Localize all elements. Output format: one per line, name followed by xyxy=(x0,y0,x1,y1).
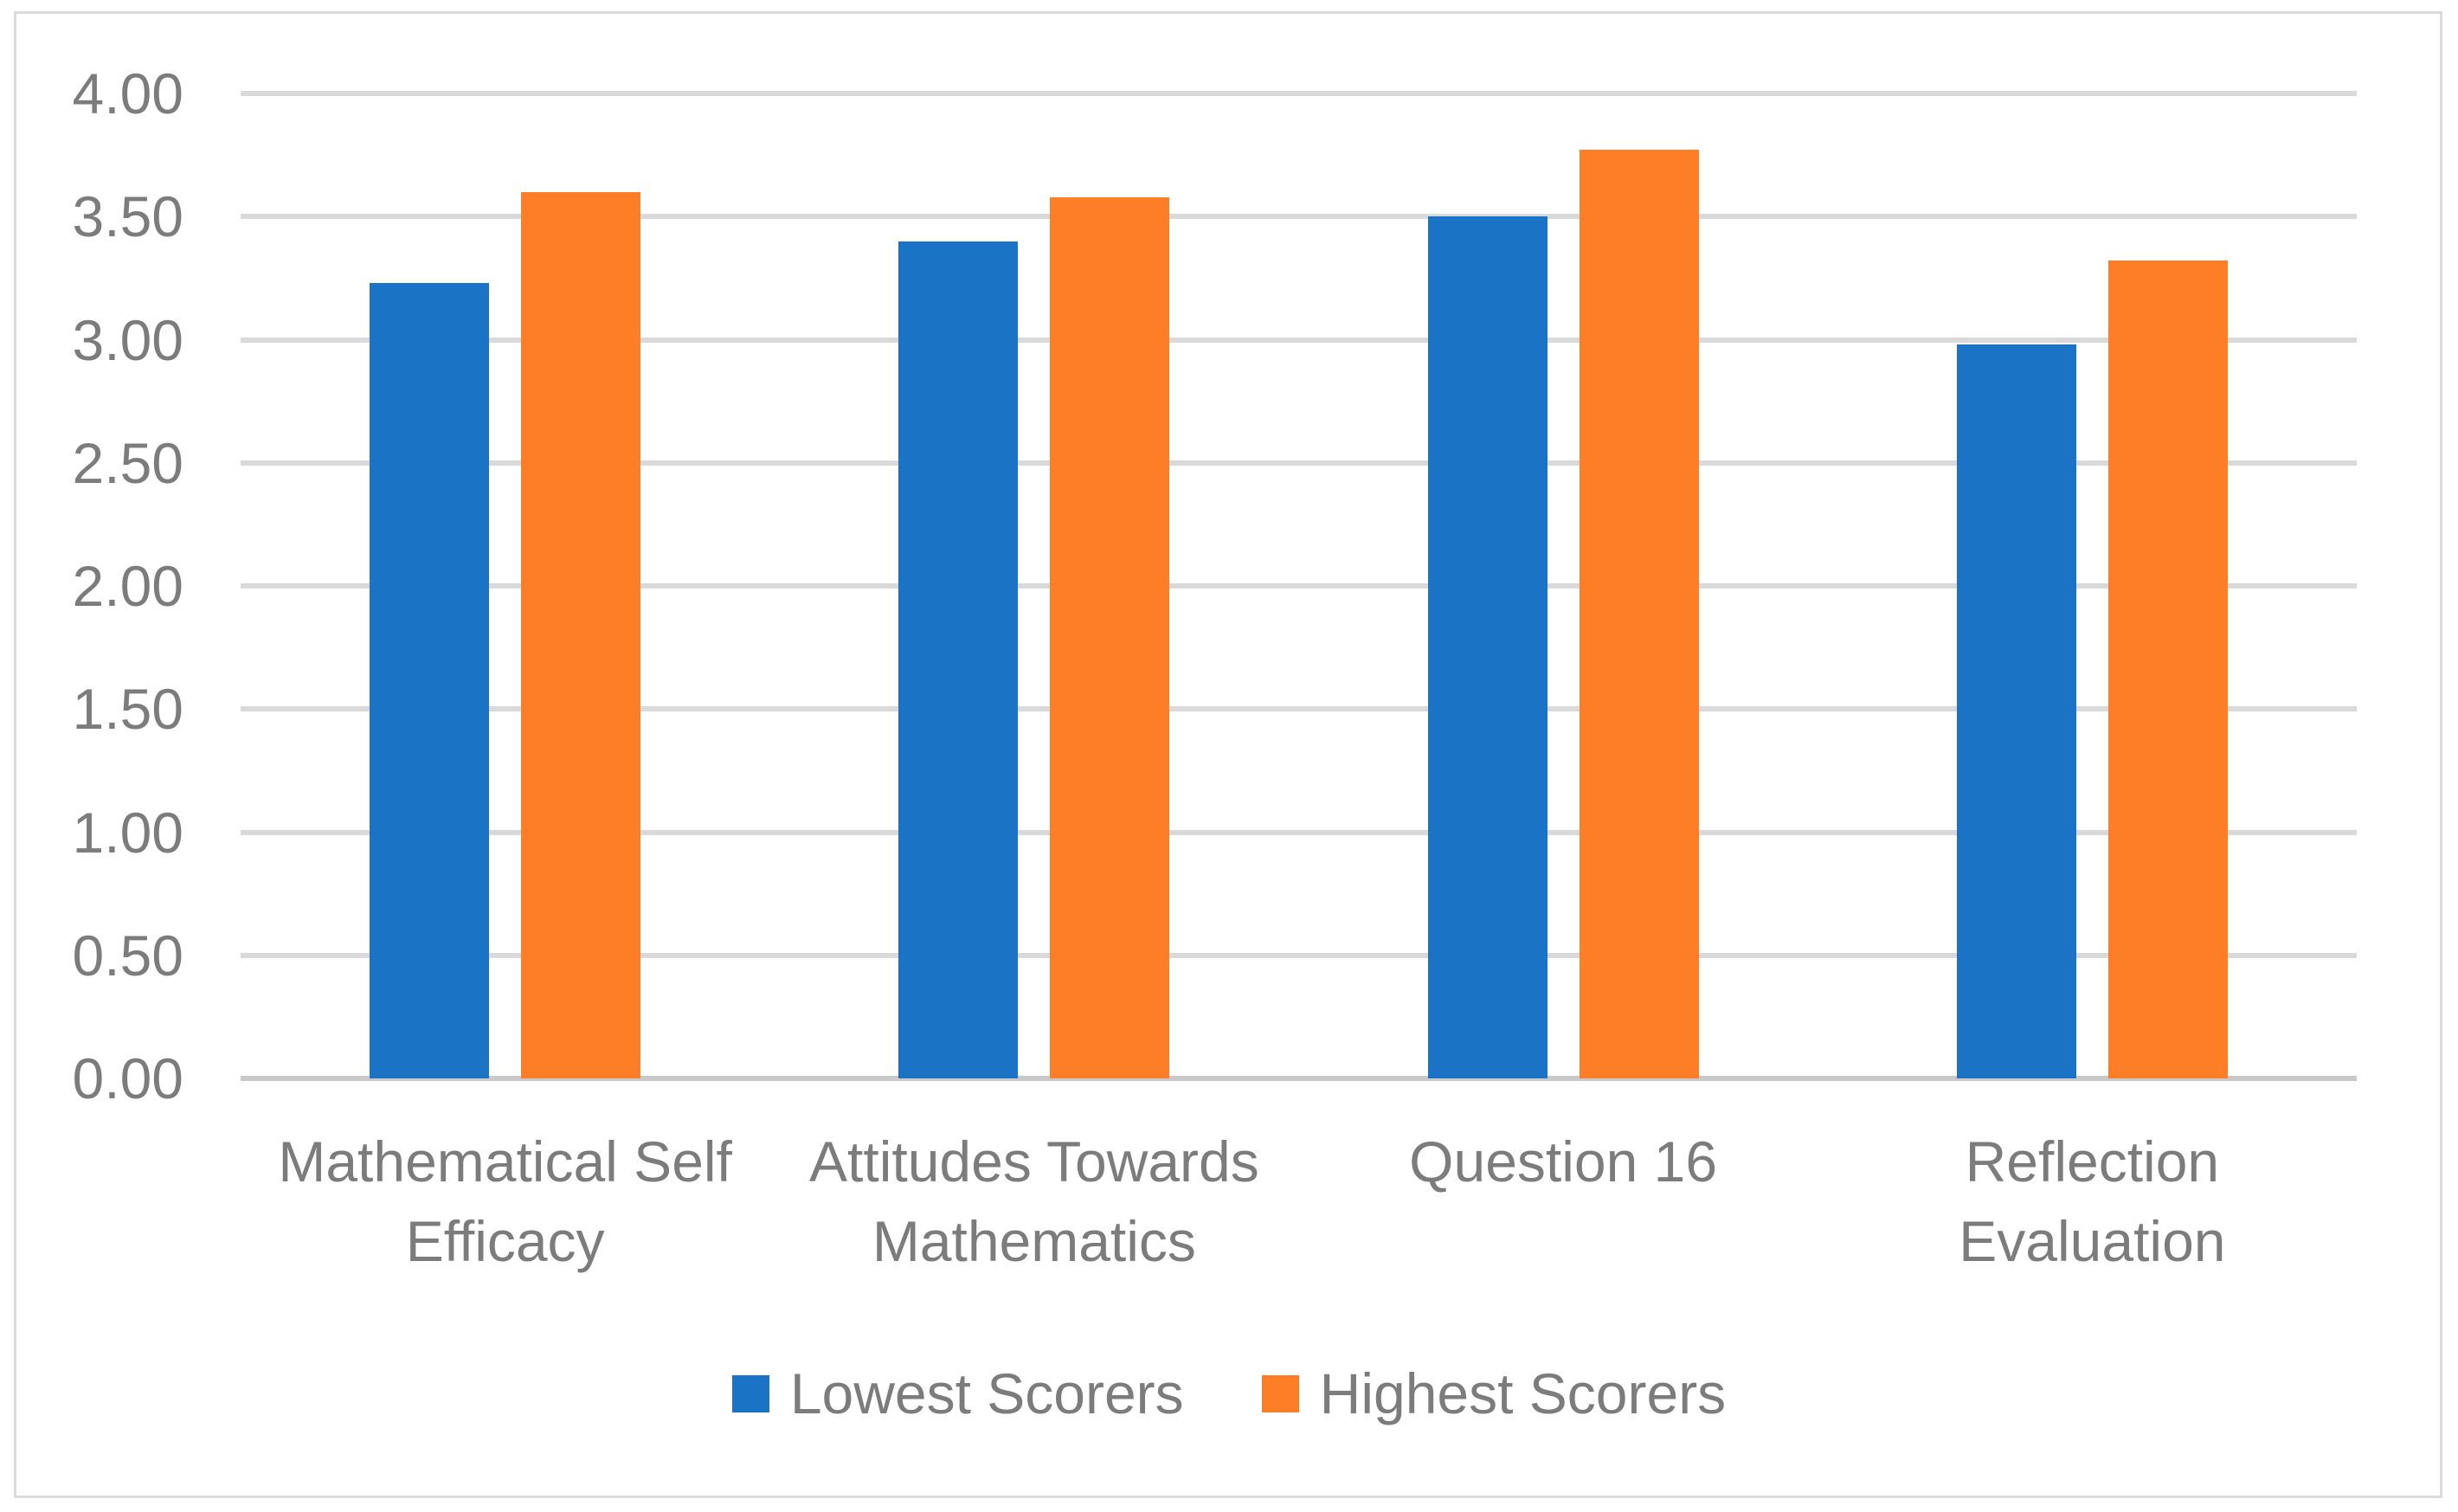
gridline-0.50 xyxy=(241,952,2357,958)
bar-highest-scorers-attitudes-towards-mathematics xyxy=(1050,196,1170,1078)
gridline-1.00 xyxy=(241,829,2357,835)
y-axis-tick-label-3.50: 3.50 xyxy=(72,184,183,249)
bar-lowest-scorers-reflection-evaluation xyxy=(1956,344,2076,1078)
y-axis-tick-label-0.00: 0.00 xyxy=(72,1046,183,1110)
legend: Lowest Scorers Highest Scorers xyxy=(0,1361,2458,1426)
category-label-line: Mathematical Self xyxy=(278,1129,732,1194)
bar-highest-scorers-mathematical-self-efficacy xyxy=(521,191,641,1078)
bar-highest-scorers-question-16 xyxy=(1579,150,1699,1078)
bar-group-mathematical-self-efficacy xyxy=(241,93,769,1078)
y-axis-tick-label-1.50: 1.50 xyxy=(72,677,183,742)
category-label-attitudes-towards-mathematics: Attitudes Towards Mathematics xyxy=(769,1122,1298,1281)
category-label-line: Reflection xyxy=(1965,1129,2220,1194)
bar-highest-scorers-reflection-evaluation xyxy=(2107,261,2228,1078)
category-label-line: Question 16 xyxy=(1409,1129,1718,1194)
legend-label-highest-scorers: Highest Scorers xyxy=(1319,1361,1727,1425)
legend-label-lowest-scorers: Lowest Scorers xyxy=(789,1361,1184,1425)
bar-group-reflection-evaluation xyxy=(1828,93,2357,1078)
y-axis-tick-label-2.00: 2.00 xyxy=(72,554,183,618)
bar-group-question-16 xyxy=(1299,93,1828,1078)
y-axis-tick-label-0.50: 0.50 xyxy=(72,923,183,988)
bar-lowest-scorers-question-16 xyxy=(1427,216,1548,1078)
gridline-0.00 xyxy=(241,1076,2357,1081)
bar-group-attitudes-towards-mathematics xyxy=(769,93,1298,1078)
category-label-line: Evaluation xyxy=(1959,1209,2226,1273)
y-axis-tick-label-4.00: 4.00 xyxy=(72,61,183,125)
gridline-4.00 xyxy=(241,91,2357,96)
x-axis: Mathematical Self Efficacy Attitudes Towar… xyxy=(241,1122,2357,1281)
y-axis-tick-label-1.00: 1.00 xyxy=(72,800,183,865)
y-axis: 0.00 0.50 1.00 1.50 2.00 2.50 3.00 3.50 4.00 xyxy=(52,61,183,1110)
gridline-3.50 xyxy=(241,214,2357,220)
legend-swatch-lowest-scorers xyxy=(731,1374,769,1412)
plot-area xyxy=(241,91,2357,1081)
y-axis-tick-label-2.50: 2.50 xyxy=(72,430,183,495)
category-label-mathematical-self-efficacy: Mathematical Self Efficacy xyxy=(241,1122,769,1281)
gridline-1.50 xyxy=(241,706,2357,712)
gridline-2.00 xyxy=(241,583,2357,589)
category-label-line: Efficacy xyxy=(405,1209,605,1273)
bar-groups xyxy=(241,93,2357,1078)
category-label-question-16: Question 16 xyxy=(1299,1122,1828,1281)
bar-lowest-scorers-attitudes-towards-mathematics xyxy=(898,241,1019,1078)
category-label-reflection-evaluation: Reflection Evaluation xyxy=(1828,1122,2357,1281)
category-label-line: Mathematics xyxy=(872,1209,1196,1273)
legend-item-highest-scorers: Highest Scorers xyxy=(1261,1361,1727,1426)
y-axis-tick-label-3.00: 3.00 xyxy=(72,307,183,372)
legend-item-lowest-scorers: Lowest Scorers xyxy=(731,1361,1184,1426)
legend-swatch-highest-scorers xyxy=(1261,1374,1299,1412)
bar-lowest-scorers-mathematical-self-efficacy xyxy=(370,283,490,1078)
gridline-2.50 xyxy=(241,460,2357,466)
gridline-3.00 xyxy=(241,337,2357,343)
category-label-line: Attitudes Towards xyxy=(809,1129,1259,1194)
